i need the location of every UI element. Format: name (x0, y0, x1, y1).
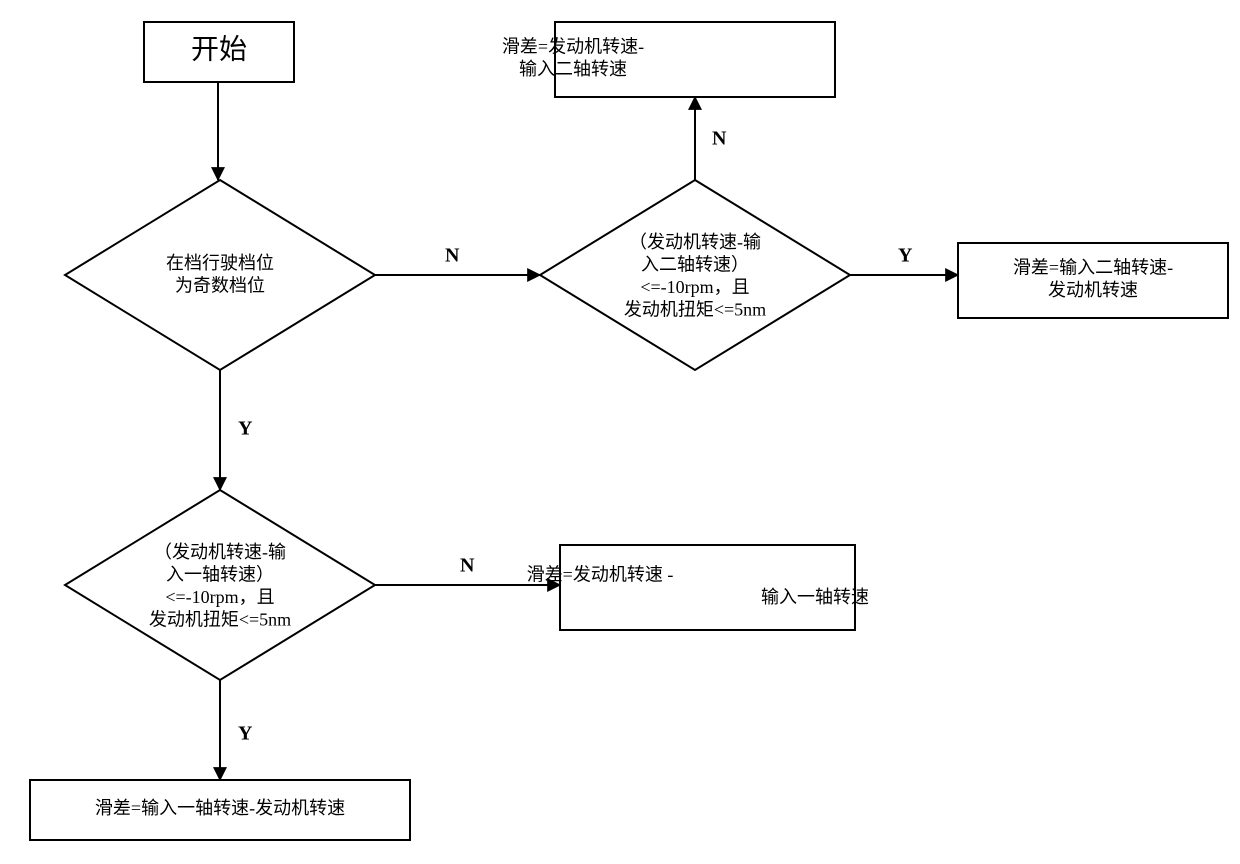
svg-text:滑差=输入二轴转速-: 滑差=输入二轴转速- (1013, 257, 1173, 277)
node-r_one_n: 滑差=发动机转速 - 输入一轴转速 (527, 545, 869, 630)
svg-text:入二轴转速）: 入二轴转速） (641, 255, 749, 275)
svg-text:<=-10rpm，且: <=-10rpm，且 (640, 277, 749, 297)
flowchart-canvas: NYNYNY开始在档行驶档位为奇数档位（发动机转速-输入二轴转速）<=-10rp… (0, 0, 1240, 864)
svg-text:在档行驶档位: 在档行驶档位 (166, 253, 274, 273)
svg-text:<=-10rpm，且: <=-10rpm，且 (165, 587, 274, 607)
edge-label-d_gear-d_two: N (445, 245, 460, 267)
node-r_one_y: 滑差=输入一轴转速-发动机转速 (30, 780, 410, 840)
edge-label-d_two-r_two_y: Y (898, 245, 913, 267)
node-start: 开始 (144, 22, 294, 82)
edge-label-d_two-r_two_n: N (712, 128, 727, 150)
node-r_two_n: 滑差=发动机转速- 输入二轴转速 (502, 22, 835, 97)
node-d_gear: 在档行驶档位为奇数档位 (65, 180, 375, 370)
svg-text:滑差=输入一轴转速-发动机转速: 滑差=输入一轴转速-发动机转速 (95, 798, 345, 818)
svg-text:（发动机转速-输: （发动机转速-输 (154, 542, 286, 562)
svg-text:输入二轴转速: 输入二轴转速 (519, 59, 627, 79)
svg-text:发动机扭矩<=5nm: 发动机扭矩<=5nm (624, 300, 766, 320)
edge-label-d_one-r_one_n: N (460, 555, 475, 577)
node-r_two_y: 滑差=输入二轴转速- 发动机转速 (958, 243, 1228, 318)
svg-text:开始: 开始 (191, 33, 247, 65)
svg-text:发动机扭矩<=5nm: 发动机扭矩<=5nm (149, 610, 291, 630)
svg-text:滑差=发动机转速-: 滑差=发动机转速- (502, 36, 644, 56)
edge-label-d_gear-d_one: Y (238, 418, 253, 440)
svg-text:输入一轴转速: 输入一轴转速 (761, 587, 869, 607)
svg-text:为奇数档位: 为奇数档位 (175, 275, 265, 295)
edge-label-d_one-r_one_y: Y (238, 723, 253, 745)
node-d_two: （发动机转速-输入二轴转速）<=-10rpm，且发动机扭矩<=5nm (540, 180, 850, 370)
node-d_one: （发动机转速-输入一轴转速）<=-10rpm，且发动机扭矩<=5nm (65, 490, 375, 680)
svg-text:滑差=发动机转速 -: 滑差=发动机转速 - (527, 564, 674, 584)
svg-text:发动机转速: 发动机转速 (1048, 280, 1138, 300)
svg-text:（发动机转速-输: （发动机转速-输 (629, 232, 761, 252)
svg-text:入一轴转速）: 入一轴转速） (166, 565, 274, 585)
